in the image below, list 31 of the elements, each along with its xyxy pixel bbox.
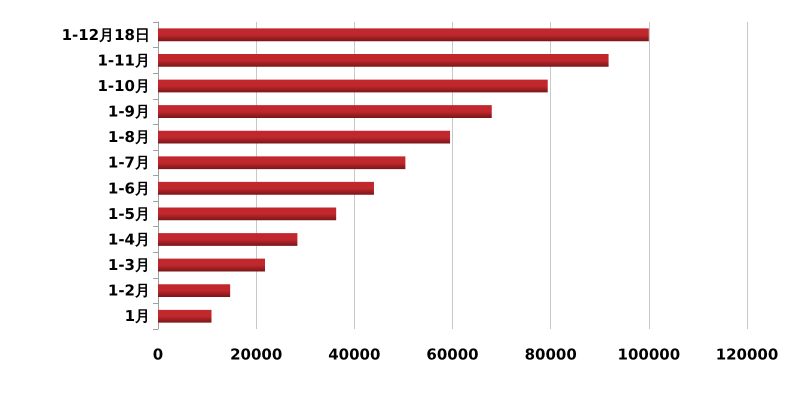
y-tick-label: 1-11月 [97,51,150,70]
y-tick-label: 1-9月 [108,102,150,121]
x-tick-label: 100000 [618,346,680,364]
x-tick-label: 20000 [230,346,282,364]
bar [158,28,649,42]
y-tick-label: 1-4月 [108,230,150,248]
bar [158,284,230,298]
bar [158,54,609,67]
x-tick-label: 60000 [426,346,479,364]
bar [158,207,336,220]
y-tick-label: 1-8月 [108,128,150,146]
bar [158,105,492,118]
bar [158,310,212,323]
y-tick-label: 1-2月 [108,282,150,300]
bar [158,182,374,195]
bar [158,130,450,144]
x-tick-label: 40000 [328,346,380,364]
y-tick-label: 1-3月 [108,256,150,274]
bar [158,80,548,92]
y-tick-label: 1月 [124,307,150,326]
y-tick-label: 1-5月 [108,204,150,223]
x-tick-label: 80000 [524,346,577,364]
y-tick-label: 1-12月18日 [62,26,150,44]
y-tick-label: 1-6月 [108,179,150,198]
y-tick-label: 1-10月 [97,76,150,95]
bar [158,258,265,272]
x-tick-label: 120000 [716,346,778,364]
x-tick-label: 0 [152,346,164,364]
bar [158,156,406,170]
y-tick-label: 1-7月 [108,154,150,172]
bar [158,233,298,246]
